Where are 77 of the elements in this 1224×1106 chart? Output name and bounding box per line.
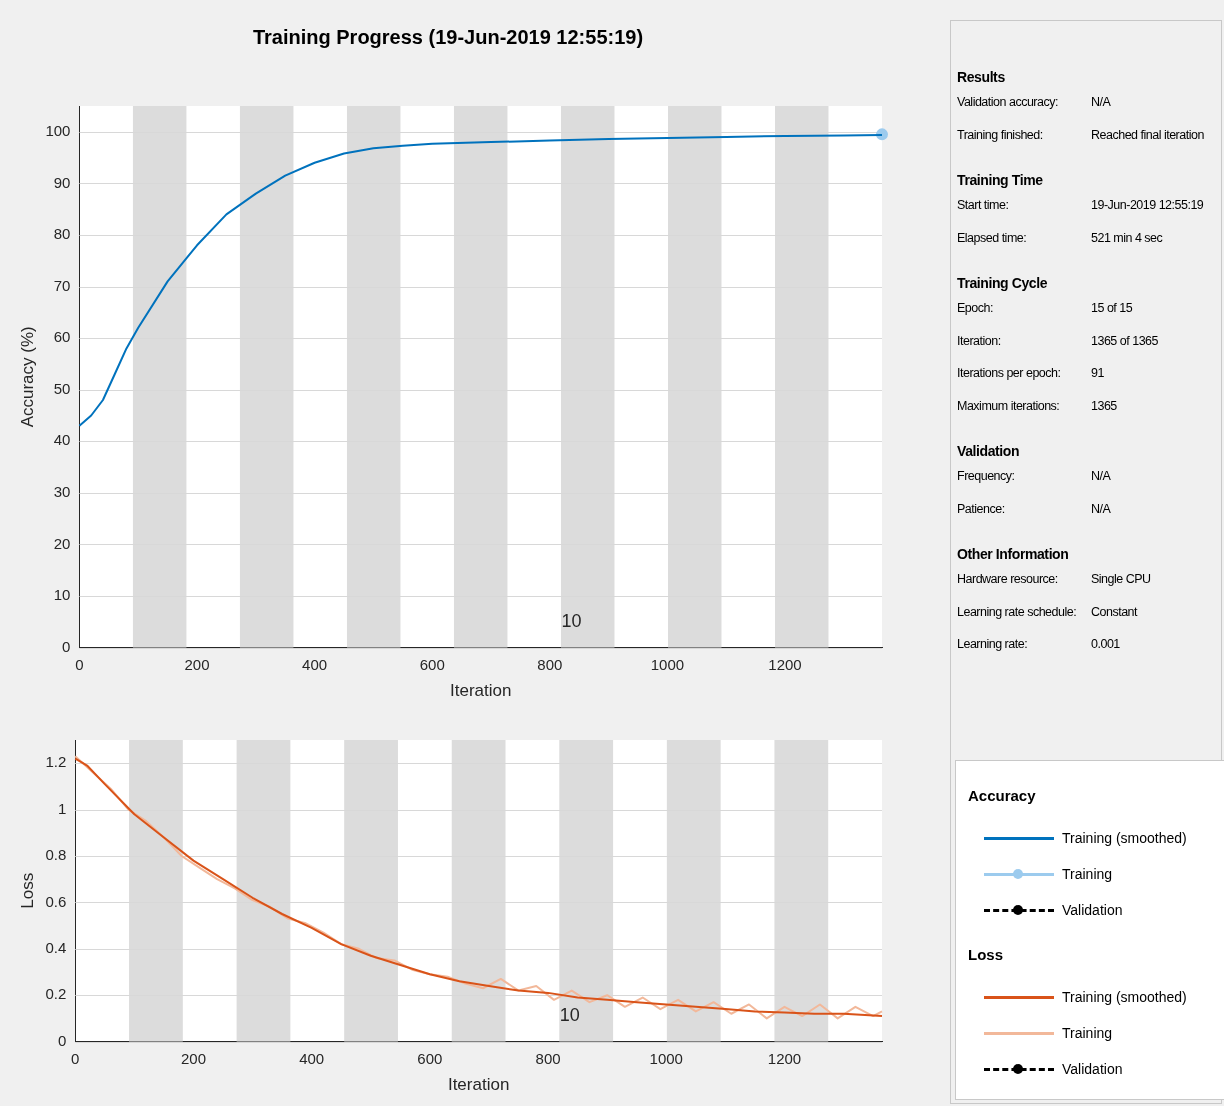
x-tick-label: 1000 xyxy=(649,1049,683,1067)
text: Iterations per epoch: xyxy=(957,366,1062,382)
y-tick-label: 0.8 xyxy=(45,846,67,864)
text: Training Time xyxy=(957,172,1044,188)
x-tick-label: 1000 xyxy=(650,655,685,673)
y-tick-label: 1 xyxy=(57,799,67,817)
legend-title: Loss xyxy=(968,946,1004,963)
legend-label: Training xyxy=(1062,1025,1113,1041)
y-tick-label: 0 xyxy=(57,1031,67,1049)
y-tick-label: 0.6 xyxy=(45,892,67,910)
y-tick-label: 40 xyxy=(53,431,71,449)
y-tick-label: 0.2 xyxy=(45,985,67,1003)
y-axis-title: Accuracy (%) xyxy=(17,326,37,428)
legend-label: Training xyxy=(1062,866,1113,882)
text: 521 min 4 sec xyxy=(1091,230,1163,247)
text: Single CPU xyxy=(1091,572,1151,588)
text: Patience: xyxy=(957,501,1006,518)
text: Reached final iteration xyxy=(1091,127,1204,144)
chart-title: Training Progress (19-Jun-2019 12:55:19) xyxy=(252,25,644,48)
text: Validation accuracy: xyxy=(957,95,1059,111)
text: Epoch: xyxy=(957,301,994,317)
x-tick-label: 0 xyxy=(75,655,84,673)
text: Other Information xyxy=(957,546,1070,562)
legend-label: Validation xyxy=(1062,902,1123,918)
y-tick-label: 70 xyxy=(53,276,71,294)
y-tick-label: 20 xyxy=(53,534,71,552)
text: Constant xyxy=(1091,604,1138,621)
text: Training Cycle xyxy=(957,275,1049,291)
text: Frequency: xyxy=(957,469,1016,485)
x-tick-label: 200 xyxy=(184,655,210,673)
y-tick-label: 90 xyxy=(53,173,71,191)
text: Results xyxy=(957,69,1006,85)
y-tick-label: 60 xyxy=(53,328,71,346)
legend-label: Training (smoothed) xyxy=(1062,989,1187,1005)
legend-title: Accuracy xyxy=(968,787,1037,804)
text: 1365 of 1365 xyxy=(1091,333,1158,350)
annotation: 10 xyxy=(559,1004,580,1025)
text: 91 xyxy=(1091,366,1104,382)
text: 19-Jun-2019 12:55:19 xyxy=(1091,198,1204,214)
x-tick-label: 200 xyxy=(180,1049,206,1067)
text: Validation xyxy=(957,443,1021,459)
x-tick-label: 800 xyxy=(535,1049,561,1067)
text: 1365 xyxy=(1091,398,1117,415)
x-tick-label: 1200 xyxy=(767,1049,802,1067)
annotation: 10 xyxy=(561,610,582,631)
text: Elapsed time: xyxy=(957,230,1028,247)
y-tick-label: 30 xyxy=(53,483,71,500)
y-tick-label: 80 xyxy=(53,225,71,243)
y-tick-label: 1.2 xyxy=(45,753,67,771)
text: Training finished: xyxy=(957,127,1044,144)
y-tick-label: 0.4 xyxy=(45,938,67,956)
y-axis-title: Loss xyxy=(17,872,37,909)
legend-label: Validation xyxy=(1062,1061,1123,1077)
x-axis-title: Iteration xyxy=(447,1075,510,1095)
text: N/A xyxy=(1091,469,1111,485)
y-tick-label: 50 xyxy=(53,379,71,397)
legend-label: Training (smoothed) xyxy=(1062,830,1187,846)
text: Maximum iterations: xyxy=(957,398,1061,415)
x-tick-label: 400 xyxy=(302,655,328,673)
text: Learning rate: xyxy=(957,637,1029,653)
x-tick-label: 1200 xyxy=(768,655,802,673)
text: Hardware resource: xyxy=(957,572,1059,588)
x-tick-label: 600 xyxy=(419,655,445,673)
text: Iteration: xyxy=(957,333,1002,350)
text: N/A xyxy=(1091,501,1111,518)
x-tick-label: 800 xyxy=(537,655,563,673)
text: N/A xyxy=(1091,95,1111,111)
x-axis-title: Iteration xyxy=(449,681,512,701)
text: Start time: xyxy=(957,198,1010,214)
x-tick-label: 400 xyxy=(299,1049,325,1067)
y-tick-label: 10 xyxy=(53,586,71,604)
x-tick-label: 600 xyxy=(417,1049,443,1067)
y-tick-label: 0 xyxy=(62,637,71,655)
text: Learning rate schedule: xyxy=(957,604,1078,621)
text: 15 of 15 xyxy=(1091,301,1133,317)
y-tick-label: 100 xyxy=(45,121,71,139)
text: 0.001 xyxy=(1091,637,1120,653)
